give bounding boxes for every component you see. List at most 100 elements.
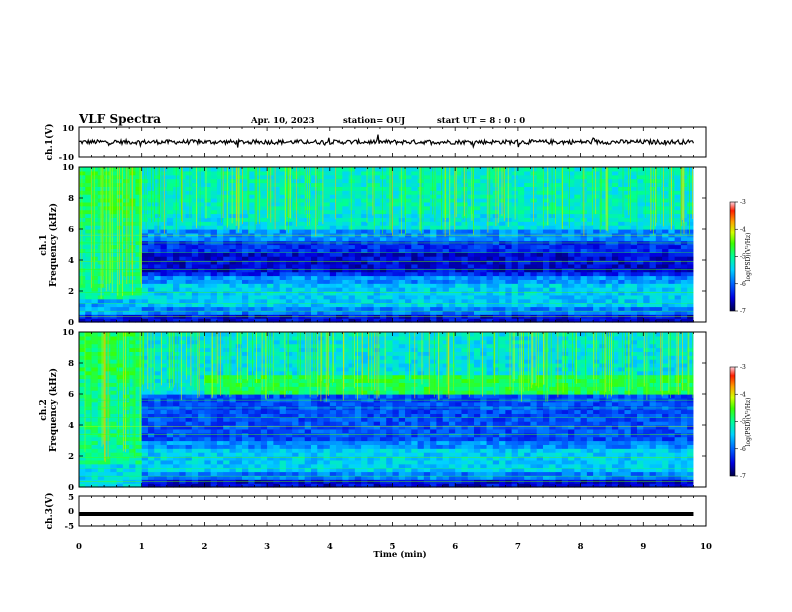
spectrogram-cell: [662, 267, 669, 273]
spectrogram-cell: [379, 167, 387, 172]
spectrogram-cell: [411, 318, 419, 323]
spectrogram-cell: [166, 425, 174, 430]
spectrogram-cell: [129, 471, 137, 476]
spectrogram-cell: [461, 174, 469, 180]
spectrogram-cell: [116, 378, 124, 383]
spectrogram-cell: [568, 167, 575, 172]
spectrogram-cell: [405, 252, 412, 257]
spectrogram-cell: [135, 306, 143, 311]
spectrogram-cell: [342, 205, 350, 211]
spectrogram-cell: [643, 174, 651, 180]
spectrogram-cell: [242, 194, 249, 199]
spectrogram-cell: [79, 225, 86, 230]
spectrogram-cell: [116, 248, 124, 253]
spectrogram-cell: [574, 182, 582, 187]
spectrogram-cell: [191, 287, 199, 292]
spectrogram-cell: [104, 310, 111, 315]
spectrogram-cell: [492, 186, 500, 191]
spectrogram-cell: [216, 213, 224, 218]
spectrogram-cell: [555, 221, 563, 226]
spectrogram-cell: [97, 459, 105, 465]
spectrogram-cell: [555, 279, 563, 284]
spectrogram-cell: [85, 256, 93, 261]
spectrogram-cell: [104, 374, 111, 380]
spectrogram-cell: [593, 190, 601, 195]
spectrogram-cell: [147, 343, 155, 349]
spectrogram-cell: [298, 221, 306, 226]
spectrogram-cell: [680, 294, 688, 300]
spectrogram-cell: [173, 366, 180, 372]
spectrogram-cell: [680, 178, 688, 184]
spectrogram-cell: [154, 456, 162, 461]
spectrogram-cell: [116, 339, 124, 345]
spectrogram-cell: [154, 213, 162, 218]
spectrogram-cell: [147, 425, 155, 430]
spectrogram-cell: [423, 279, 431, 284]
spectrogram-cell: [204, 170, 212, 176]
spectrogram-cell: [392, 244, 400, 249]
spectrogram-cell: [486, 236, 494, 242]
spectrogram-cell: [135, 370, 143, 376]
spectrogram-cell: [423, 217, 431, 222]
spectrogram-cell: [191, 205, 199, 211]
spectrogram-cell: [348, 182, 356, 187]
spectrogram-cell: [586, 279, 594, 284]
spectrogram-cell: [605, 209, 613, 215]
spectrogram-cell: [160, 229, 168, 234]
spectrogram-cell: [191, 167, 199, 172]
spectrogram-cell: [166, 351, 174, 356]
spectrogram-cell: [129, 409, 137, 414]
spectrogram-cell: [618, 302, 626, 308]
spectrogram-cell: [210, 306, 218, 311]
spectrogram-cell: [611, 209, 619, 215]
spectrogram-cell: [442, 256, 450, 261]
spectrogram-cell: [430, 260, 437, 265]
spectrogram-cell: [329, 229, 337, 234]
spectrogram-cell: [436, 298, 444, 304]
spectrogram-cell: [530, 318, 538, 323]
spectrogram-cell: [668, 294, 676, 300]
spectrogram-cell: [79, 444, 86, 449]
spectrogram-cell: [342, 283, 350, 288]
spectrogram-cell: [511, 279, 519, 284]
spectrogram-cell: [179, 174, 187, 180]
spectrogram-cell: [298, 275, 306, 280]
spectrogram-cell: [354, 287, 362, 292]
spectrogram-cell: [611, 291, 619, 296]
spectrogram-cell: [147, 483, 155, 488]
spectrogram-cell: [104, 421, 111, 426]
spectrogram-cell: [373, 174, 381, 180]
spectrogram-cell: [254, 201, 262, 207]
spectrogram-cell: [85, 390, 93, 395]
spectrogram-cell: [354, 186, 362, 191]
spectrogram-cell: [611, 267, 619, 273]
spectrogram-cell: [411, 221, 419, 226]
spectrogram-cell: [561, 294, 569, 300]
spectrogram-cell: [442, 302, 450, 308]
spectrogram-cell: [336, 256, 343, 261]
spectrogram-cell: [599, 283, 607, 288]
spectrogram-cell: [549, 252, 557, 257]
spectrogram-cell: [524, 283, 532, 288]
spectrogram-cell: [586, 190, 594, 195]
spectrogram-cell: [154, 413, 162, 418]
spectrogram-cell: [198, 221, 205, 226]
spectrogram-cell: [461, 209, 469, 215]
spectrogram-cell: [505, 256, 513, 261]
spectrogram-cell: [116, 359, 124, 364]
spectrogram-cell: [110, 386, 118, 391]
spectrogram-cell: [593, 279, 601, 284]
spectrogram-cell: [229, 248, 237, 253]
spectrogram-cell: [147, 363, 155, 368]
spectrogram-cell: [116, 467, 124, 473]
spectrogram-cell: [147, 244, 155, 249]
spectrogram-cell: [317, 170, 325, 176]
spectrogram-cell: [637, 302, 644, 308]
spectrogram-cell: [367, 194, 375, 199]
spectrogram-cell: [405, 205, 412, 211]
spectrogram-cell: [637, 209, 644, 215]
spectrogram-cell: [304, 291, 312, 296]
spectrogram-cell: [386, 271, 394, 277]
spectrogram-cell: [524, 182, 532, 187]
spectrogram-cell: [561, 302, 569, 308]
